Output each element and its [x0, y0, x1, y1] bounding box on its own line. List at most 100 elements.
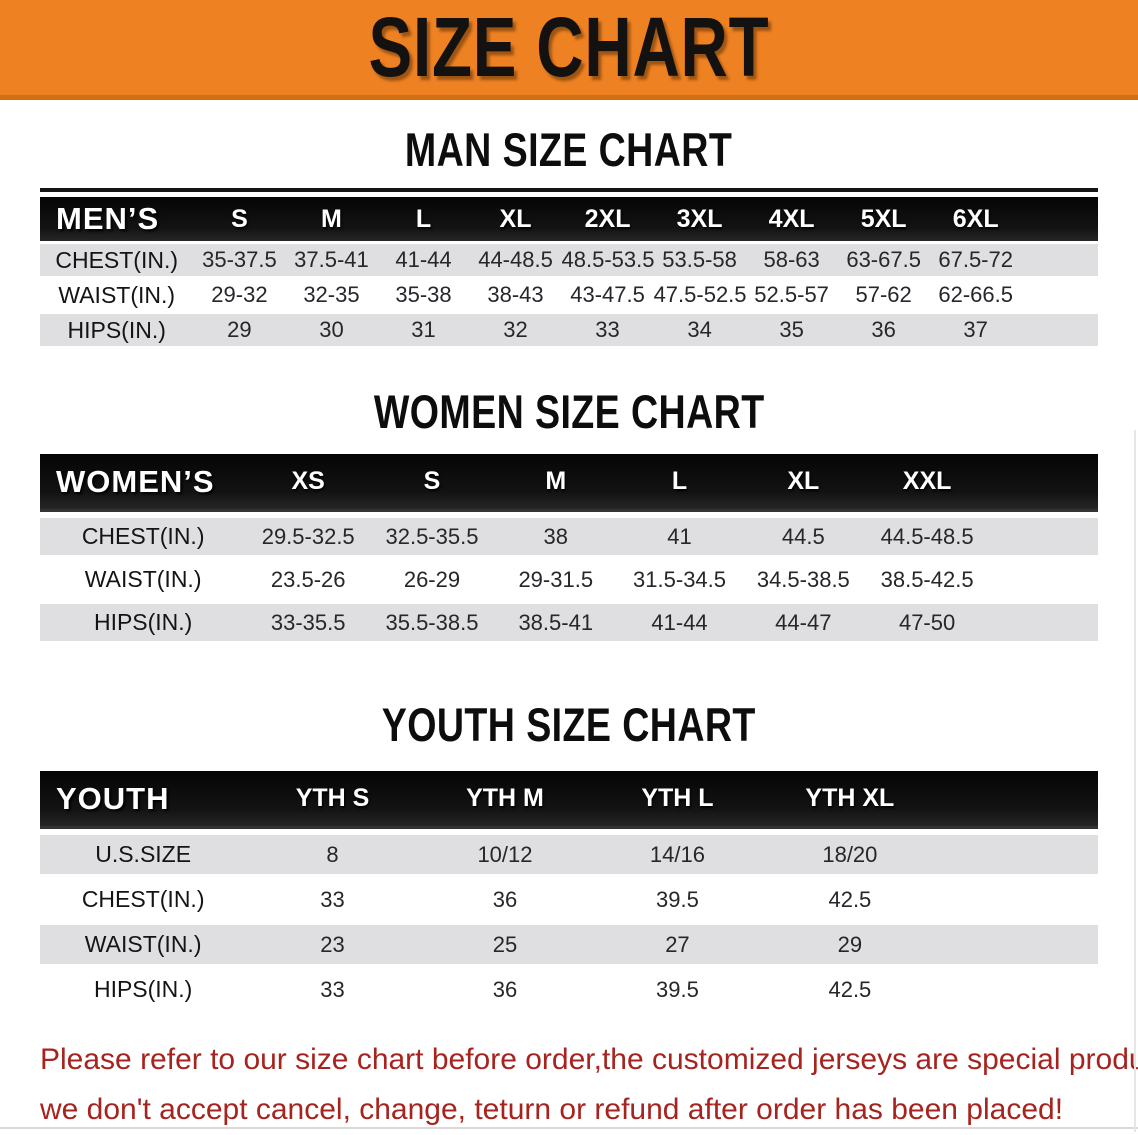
measure-value-cell: 26-29	[403, 566, 461, 592]
bottom-border-line	[0, 1127, 1138, 1129]
measure-value-cell: 18/20	[822, 841, 878, 867]
size-col-header: 4XL	[768, 204, 815, 233]
size-col-header: YTH M	[466, 784, 544, 812]
measure-value-cell: 27	[665, 931, 690, 957]
measure-label-cell: WAIST(IN.)	[84, 931, 202, 957]
measure-value-cell: 38.5-42.5	[880, 566, 974, 592]
measure-value-cell: 43-47.5	[570, 282, 645, 307]
measure-value-cell: 14/16	[649, 841, 705, 867]
women-section-heading: WOMEN SIZE CHART	[0, 386, 1138, 438]
youth-table-header-label: YOUTH	[56, 780, 170, 816]
measure-value-cell: 53.5-58	[662, 247, 737, 272]
measure-value-cell: 31	[411, 317, 436, 342]
size-col-header: M	[545, 467, 567, 495]
measure-value-cell: 52.5-57	[754, 282, 829, 307]
measure-value-cell: 35-37.5	[202, 247, 277, 272]
measure-value-cell: 67.5-72	[938, 247, 1013, 272]
size-col-header: YTH XL	[805, 784, 895, 812]
measure-value-cell: 36	[492, 886, 518, 912]
women-table-header-label: WOMEN’S	[56, 463, 215, 499]
measure-label-cell: CHEST(IN.)	[81, 523, 205, 549]
measure-value-cell: 39.5	[656, 886, 699, 912]
men-table-header-row: MEN’S S M L XL 2XL 3XL 4XL 5XL 6XL	[40, 197, 1098, 241]
measure-value-cell: 23	[320, 931, 345, 957]
measure-value-cell: 44-48.5	[478, 247, 553, 272]
measure-value-cell: 37.5-41	[294, 247, 369, 272]
measure-value-cell: 34.5-38.5	[756, 566, 850, 592]
footer-disclaimer-line2: we don't accept cancel, change, teturn o…	[40, 1093, 1064, 1126]
measure-label-cell: CHEST(IN.)	[81, 886, 205, 912]
table-row: HIPS(IN.) 33 36 39.5 42.5	[40, 970, 1098, 1009]
measure-value-cell: 29.5-32.5	[261, 523, 355, 549]
measure-value-cell: 32-35	[303, 282, 360, 307]
size-col-header: L	[415, 204, 432, 233]
size-col-header: S	[231, 204, 248, 233]
measure-value-cell: 58-63	[763, 247, 820, 272]
women-size-table: WOMEN’S XS S M L XL XXL CHEST(IN.) 29.5-…	[40, 454, 1098, 641]
measure-value-cell: 57-62	[855, 282, 912, 307]
measure-value-cell: 44.5	[781, 523, 825, 549]
measure-value-cell: 36	[871, 317, 896, 342]
measure-label-cell: WAIST(IN.)	[84, 566, 202, 592]
measure-value-cell: 47-50	[898, 609, 956, 635]
measure-value-cell: 29-31.5	[518, 566, 594, 592]
measure-value-cell: 41-44	[395, 247, 452, 272]
size-col-header: YTH L	[641, 784, 714, 812]
measure-value-cell: 32.5-35.5	[385, 523, 479, 549]
table-row: CHEST(IN.) 29.5-32.5 32.5-35.5 38 41 44.…	[40, 518, 1098, 555]
size-col-header: XXL	[902, 467, 952, 495]
measure-value-cell: 33	[595, 317, 620, 342]
measure-value-cell: 38-43	[487, 282, 544, 307]
banner-title: SIZE CHART	[368, 0, 770, 94]
measure-value-cell: 29	[227, 317, 252, 342]
table-row: HIPS(IN.) 29 30 31 32 33 34 35 36 37	[40, 314, 1098, 346]
footer-disclaimer-line1: Please refer to our size chart before or…	[40, 1043, 1138, 1076]
measure-value-cell: 41-44	[651, 609, 708, 635]
measure-value-cell: 62-66.5	[938, 282, 1013, 307]
table-row: WAIST(IN.) 23.5-26 26-29 29-31.5 31.5-34…	[40, 561, 1098, 598]
measure-label-cell: WAIST(IN.)	[58, 281, 176, 308]
table-row: U.S.SIZE 8 10/12 14/16 18/20	[40, 835, 1098, 874]
measure-label-cell: HIPS(IN.)	[93, 976, 193, 1002]
measure-value-cell: 42.5	[828, 886, 872, 912]
men-table-topline	[40, 188, 1098, 192]
measure-value-cell: 8	[326, 841, 339, 867]
measure-value-cell: 29-32	[211, 282, 268, 307]
measure-value-cell: 36	[492, 976, 518, 1002]
size-col-header: XL	[499, 204, 532, 233]
measure-value-cell: 44-47	[775, 609, 832, 635]
measure-label-cell: U.S.SIZE	[95, 841, 192, 867]
size-col-header: XL	[787, 467, 820, 495]
size-chart-banner: SIZE CHART	[0, 0, 1138, 100]
measure-value-cell: 42.5	[828, 976, 872, 1002]
measure-value-cell: 38	[543, 523, 568, 549]
size-col-header: XS	[291, 467, 325, 495]
youth-section-heading: YOUTH SIZE CHART	[0, 699, 1138, 751]
measure-value-cell: 31.5-34.5	[633, 566, 727, 592]
table-row: WAIST(IN.) 29-32 32-35 35-38 38-43 43-47…	[40, 279, 1098, 311]
measure-value-cell: 30	[319, 317, 344, 342]
youth-table-header-row: YOUTH YTH S YTH M YTH L YTH XL	[40, 771, 1098, 829]
measure-label-cell: CHEST(IN.)	[55, 246, 179, 273]
measure-value-cell: 63-67.5	[846, 247, 921, 272]
measure-value-cell: 47.5-52.5	[653, 282, 747, 307]
measure-value-cell: 44.5-48.5	[880, 523, 974, 549]
man-section-heading: MAN SIZE CHART	[0, 124, 1138, 176]
measure-value-cell: 34	[687, 317, 712, 342]
measure-value-cell: 48.5-53.5	[561, 247, 655, 272]
measure-value-cell: 38.5-41	[518, 609, 594, 635]
table-row: WAIST(IN.) 23 25 27 29	[40, 925, 1098, 964]
measure-label-cell: HIPS(IN.)	[67, 316, 166, 343]
measure-value-cell: 23.5-26	[270, 566, 346, 592]
women-heading-text: WOMEN SIZE CHART	[373, 385, 765, 438]
measure-value-cell: 10/12	[477, 841, 533, 867]
men-table-header-label: MEN’S	[56, 201, 160, 236]
men-size-table: MEN’S S M L XL 2XL 3XL 4XL 5XL 6XL CHEST…	[40, 188, 1098, 346]
measure-value-cell: 35-38	[395, 282, 452, 307]
measure-value-cell: 32	[503, 317, 528, 342]
measure-value-cell: 33	[320, 886, 345, 912]
measure-value-cell: 39.5	[656, 976, 699, 1002]
size-col-header: 6XL	[952, 204, 999, 233]
measure-label-cell: HIPS(IN.)	[93, 609, 193, 635]
size-col-header: YTH S	[295, 784, 370, 812]
